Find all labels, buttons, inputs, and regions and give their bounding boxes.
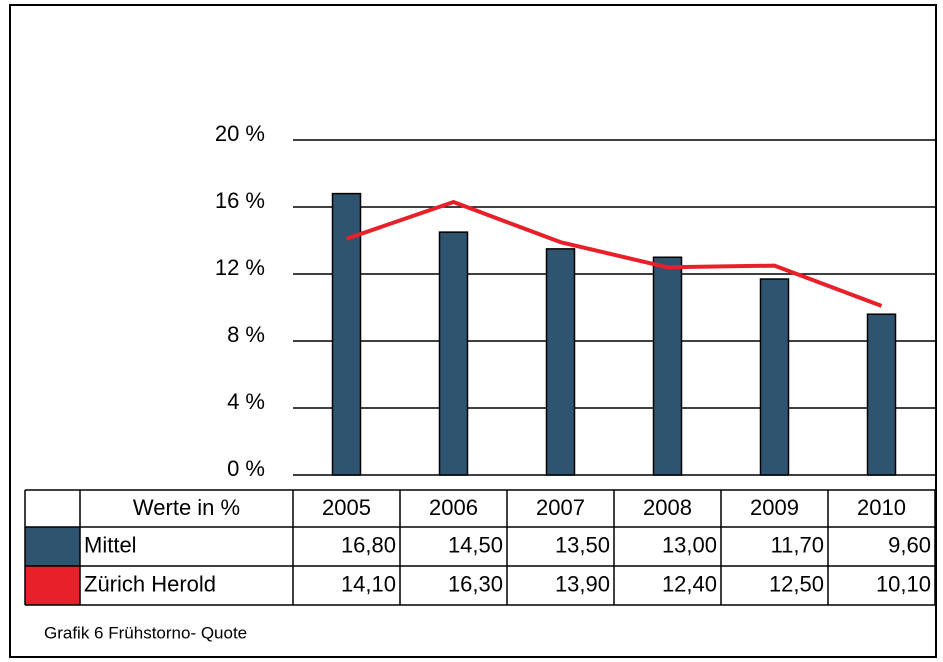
table-value: 10,10 <box>876 571 931 596</box>
legend-swatch <box>25 527 80 566</box>
bar <box>438 231 469 476</box>
table-value: 13,90 <box>555 571 610 596</box>
bar <box>759 278 790 476</box>
y-tick-label: 4 % <box>227 389 265 414</box>
table-value: 12,50 <box>769 571 824 596</box>
bar <box>652 256 683 476</box>
legend-swatch <box>25 566 80 605</box>
x-tick-label: 2005 <box>322 495 371 520</box>
table-value: 9,60 <box>888 532 931 557</box>
y-tick-label: 12 % <box>215 255 265 280</box>
x-tick-label: 2010 <box>857 495 906 520</box>
table-value: 14,50 <box>448 532 503 557</box>
table-header: Werte in % <box>133 495 240 520</box>
table-value: 12,40 <box>662 571 717 596</box>
table-value: 11,70 <box>771 532 824 557</box>
y-tick-label: 20 % <box>215 121 265 146</box>
bar <box>331 192 362 476</box>
table-value: 14,10 <box>341 571 396 596</box>
x-tick-label: 2009 <box>750 495 799 520</box>
legend-label: Zürich Herold <box>84 571 216 596</box>
y-tick-label: 0 % <box>227 456 265 481</box>
x-tick-label: 2006 <box>429 495 478 520</box>
y-tick-label: 16 % <box>215 188 265 213</box>
table-value: 16,30 <box>448 571 503 596</box>
caption: Grafik 6 Frühstorno- Quote <box>44 623 247 642</box>
bar <box>545 248 576 476</box>
x-tick-label: 2008 <box>643 495 692 520</box>
table-value: 13,50 <box>555 532 610 557</box>
legend-label: Mittel <box>84 532 137 557</box>
table-value: 16,80 <box>341 532 396 557</box>
chart-frame <box>9 4 937 658</box>
line <box>345 199 883 308</box>
y-tick-label: 8 % <box>227 322 265 347</box>
bar <box>866 313 897 476</box>
x-tick-label: 2007 <box>536 495 585 520</box>
table-value: 13,00 <box>662 532 717 557</box>
